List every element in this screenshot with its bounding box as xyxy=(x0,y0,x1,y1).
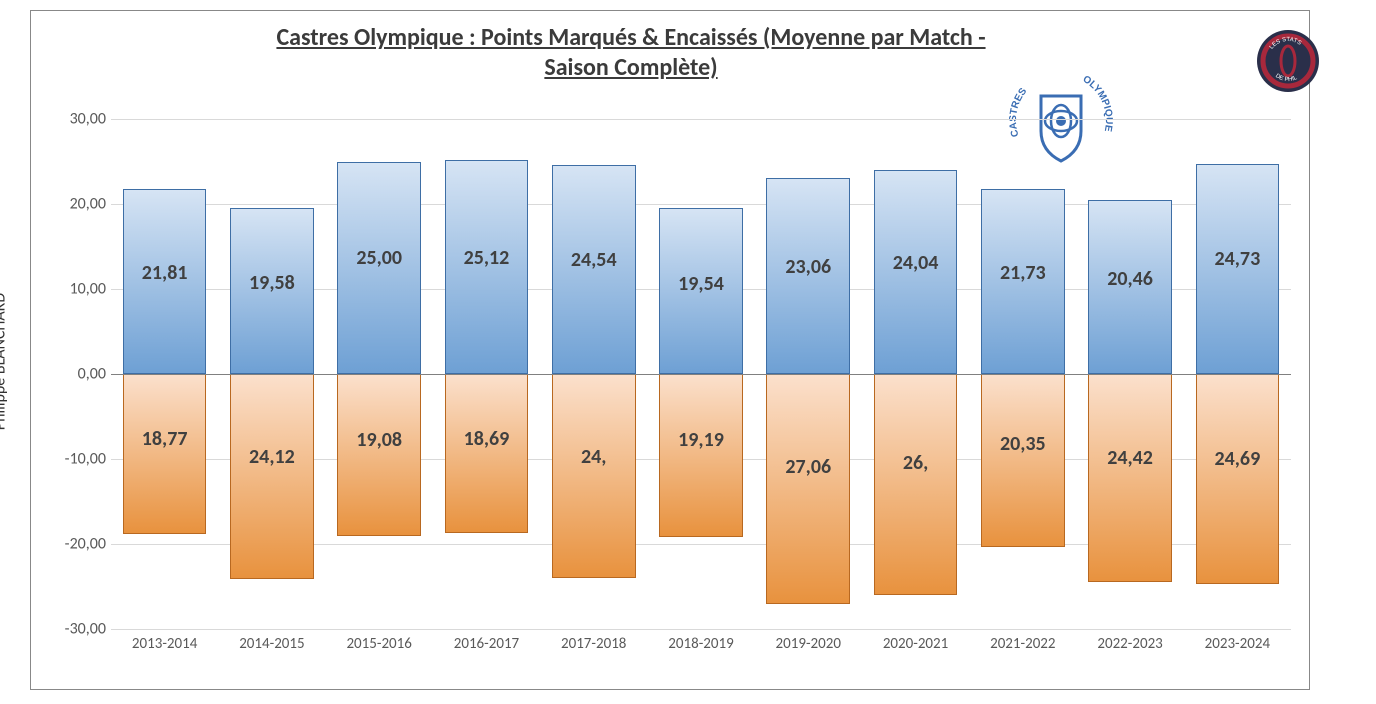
x-tick-label: 2020-2021 xyxy=(862,635,969,653)
bar-label-scored: 25,00 xyxy=(338,246,420,270)
bar-points-conceded: 27,06 xyxy=(766,374,850,604)
bar-label-conceded: 19,19 xyxy=(660,428,742,452)
bar-label-conceded: 27,06 xyxy=(767,455,849,479)
x-tick-label: 2022-2023 xyxy=(1076,635,1183,653)
gridline xyxy=(111,119,1291,120)
bar-label-scored: 21,73 xyxy=(982,261,1064,285)
y-tick-label: 0,00 xyxy=(51,365,106,384)
x-tick-label: 2015-2016 xyxy=(326,635,433,653)
x-tick-label: 2014-2015 xyxy=(218,635,325,653)
x-tick-label: 2016-2017 xyxy=(433,635,540,653)
y-tick-label: 30,00 xyxy=(51,110,106,129)
bar-label-conceded: 20,35 xyxy=(982,432,1064,456)
bar-label-scored: 20,46 xyxy=(1089,267,1171,291)
bar-points-conceded: 18,77 xyxy=(123,374,207,534)
x-tick-label: 2021-2022 xyxy=(969,635,1076,653)
chart-title: Castres Olympique : Points Marqués & Enc… xyxy=(181,23,1081,83)
bar-label-conceded: 24,42 xyxy=(1089,446,1171,470)
bar-points-conceded: 24,12 xyxy=(230,374,314,579)
bar-label-conceded: 19,08 xyxy=(338,428,420,452)
y-tick-label: 20,00 xyxy=(51,195,106,214)
bar-points-conceded: 24,42 xyxy=(1088,374,1172,582)
bar-points-conceded: 19,08 xyxy=(337,374,421,536)
y-tick-label: -20,00 xyxy=(51,535,106,554)
gridline xyxy=(111,629,1291,630)
title-line-1: Castres Olympique : Points Marqués & Enc… xyxy=(181,23,1081,53)
bar-label-scored: 19,58 xyxy=(231,271,313,295)
bar-label-scored: 25,12 xyxy=(446,246,528,270)
bar-points-scored: 20,46 xyxy=(1088,200,1172,374)
bar-label-scored: 19,54 xyxy=(660,272,742,296)
bar-points-conceded: 20,35 xyxy=(981,374,1065,547)
bar-label-conceded: 18,69 xyxy=(446,427,528,451)
x-tick-label: 2013-2014 xyxy=(111,635,218,653)
bar-label-conceded: 24,12 xyxy=(231,445,313,469)
title-line-2: Saison Complète) xyxy=(181,53,1081,83)
bar-label-scored: 23,06 xyxy=(767,255,849,279)
bar-points-conceded: 19,19 xyxy=(659,374,743,537)
bar-points-scored: 19,54 xyxy=(659,208,743,374)
bar-points-scored: 24,73 xyxy=(1196,164,1280,374)
bar-label-scored: 24,73 xyxy=(1197,247,1279,271)
bar-label-scored: 21,81 xyxy=(124,261,206,285)
bar-label-conceded: 24, xyxy=(553,445,635,469)
bar-points-scored: 21,73 xyxy=(981,189,1065,374)
bar-points-scored: 25,12 xyxy=(445,160,529,374)
bar-points-scored: 19,58 xyxy=(230,208,314,374)
bar-points-scored: 23,06 xyxy=(766,178,850,374)
bar-label-scored: 24,04 xyxy=(875,251,957,275)
bar-points-scored: 24,54 xyxy=(552,165,636,374)
bar-points-scored: 25,00 xyxy=(337,162,421,375)
y-tick-label: -10,00 xyxy=(51,450,106,469)
bar-points-scored: 21,81 xyxy=(123,189,207,374)
x-tick-label: 2023-2024 xyxy=(1184,635,1291,653)
bar-points-scored: 24,04 xyxy=(874,170,958,374)
bar-label-scored: 24,54 xyxy=(553,248,635,272)
bar-label-conceded: 18,77 xyxy=(124,427,206,451)
bar-points-conceded: 24,69 xyxy=(1196,374,1280,584)
author-label: Philippe BLANCHARD xyxy=(0,293,10,430)
bar-points-conceded: 24, xyxy=(552,374,636,578)
x-tick-label: 2019-2020 xyxy=(755,635,862,653)
chart-frame: Castres Olympique : Points Marqués & Enc… xyxy=(30,10,1310,690)
bar-points-conceded: 26, xyxy=(874,374,958,595)
bar-points-conceded: 18,69 xyxy=(445,374,529,533)
zero-axis xyxy=(111,374,1291,375)
x-tick-label: 2018-2019 xyxy=(647,635,754,653)
y-tick-label: 10,00 xyxy=(51,280,106,299)
y-tick-label: -30,00 xyxy=(51,620,106,639)
bar-label-conceded: 24,69 xyxy=(1197,447,1279,471)
plot-area: -30,00-20,00-10,000,0010,0020,0030,0021,… xyxy=(111,119,1291,629)
x-tick-label: 2017-2018 xyxy=(540,635,647,653)
stats-de-phil-logo: LES STATS DE PHIL xyxy=(1256,29,1320,93)
bar-label-conceded: 26, xyxy=(875,451,957,475)
